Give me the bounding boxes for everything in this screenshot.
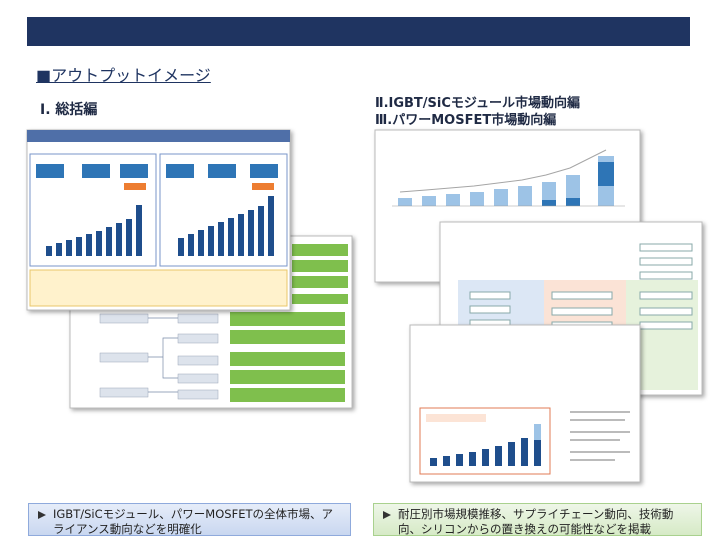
summary-box: IGBT/SiCモジュール、パワーMOSFETの全体市場、アライアンス動向などを… xyxy=(28,503,351,536)
summary-text: 耐圧別市場規模推移、サプライチェーン動向、技術動向、シリコンからの置き換えの可能… xyxy=(398,507,674,536)
panel-title: Ⅰ. 総括編 xyxy=(40,102,98,118)
section-title: ■アウトプットイメージ xyxy=(36,66,211,85)
summary-text: IGBT/SiCモジュール、パワーMOSFETの全体市場、アライアンス動向などを… xyxy=(53,507,333,536)
panel-title: Ⅲ.パワーMOSFET市場動向編 xyxy=(375,113,557,128)
panel-title: Ⅱ.IGBT/SiCモジュール市場動向編 xyxy=(375,96,580,111)
bullet xyxy=(383,511,391,519)
bullet xyxy=(38,511,46,519)
thumbnail xyxy=(409,324,641,483)
thumbnails xyxy=(26,129,703,483)
thumbnail xyxy=(26,129,291,311)
header-bar xyxy=(27,17,690,46)
summary-box: 耐圧別市場規模推移、サプライチェーン動向、技術動向、シリコンからの置き換えの可能… xyxy=(373,503,702,536)
